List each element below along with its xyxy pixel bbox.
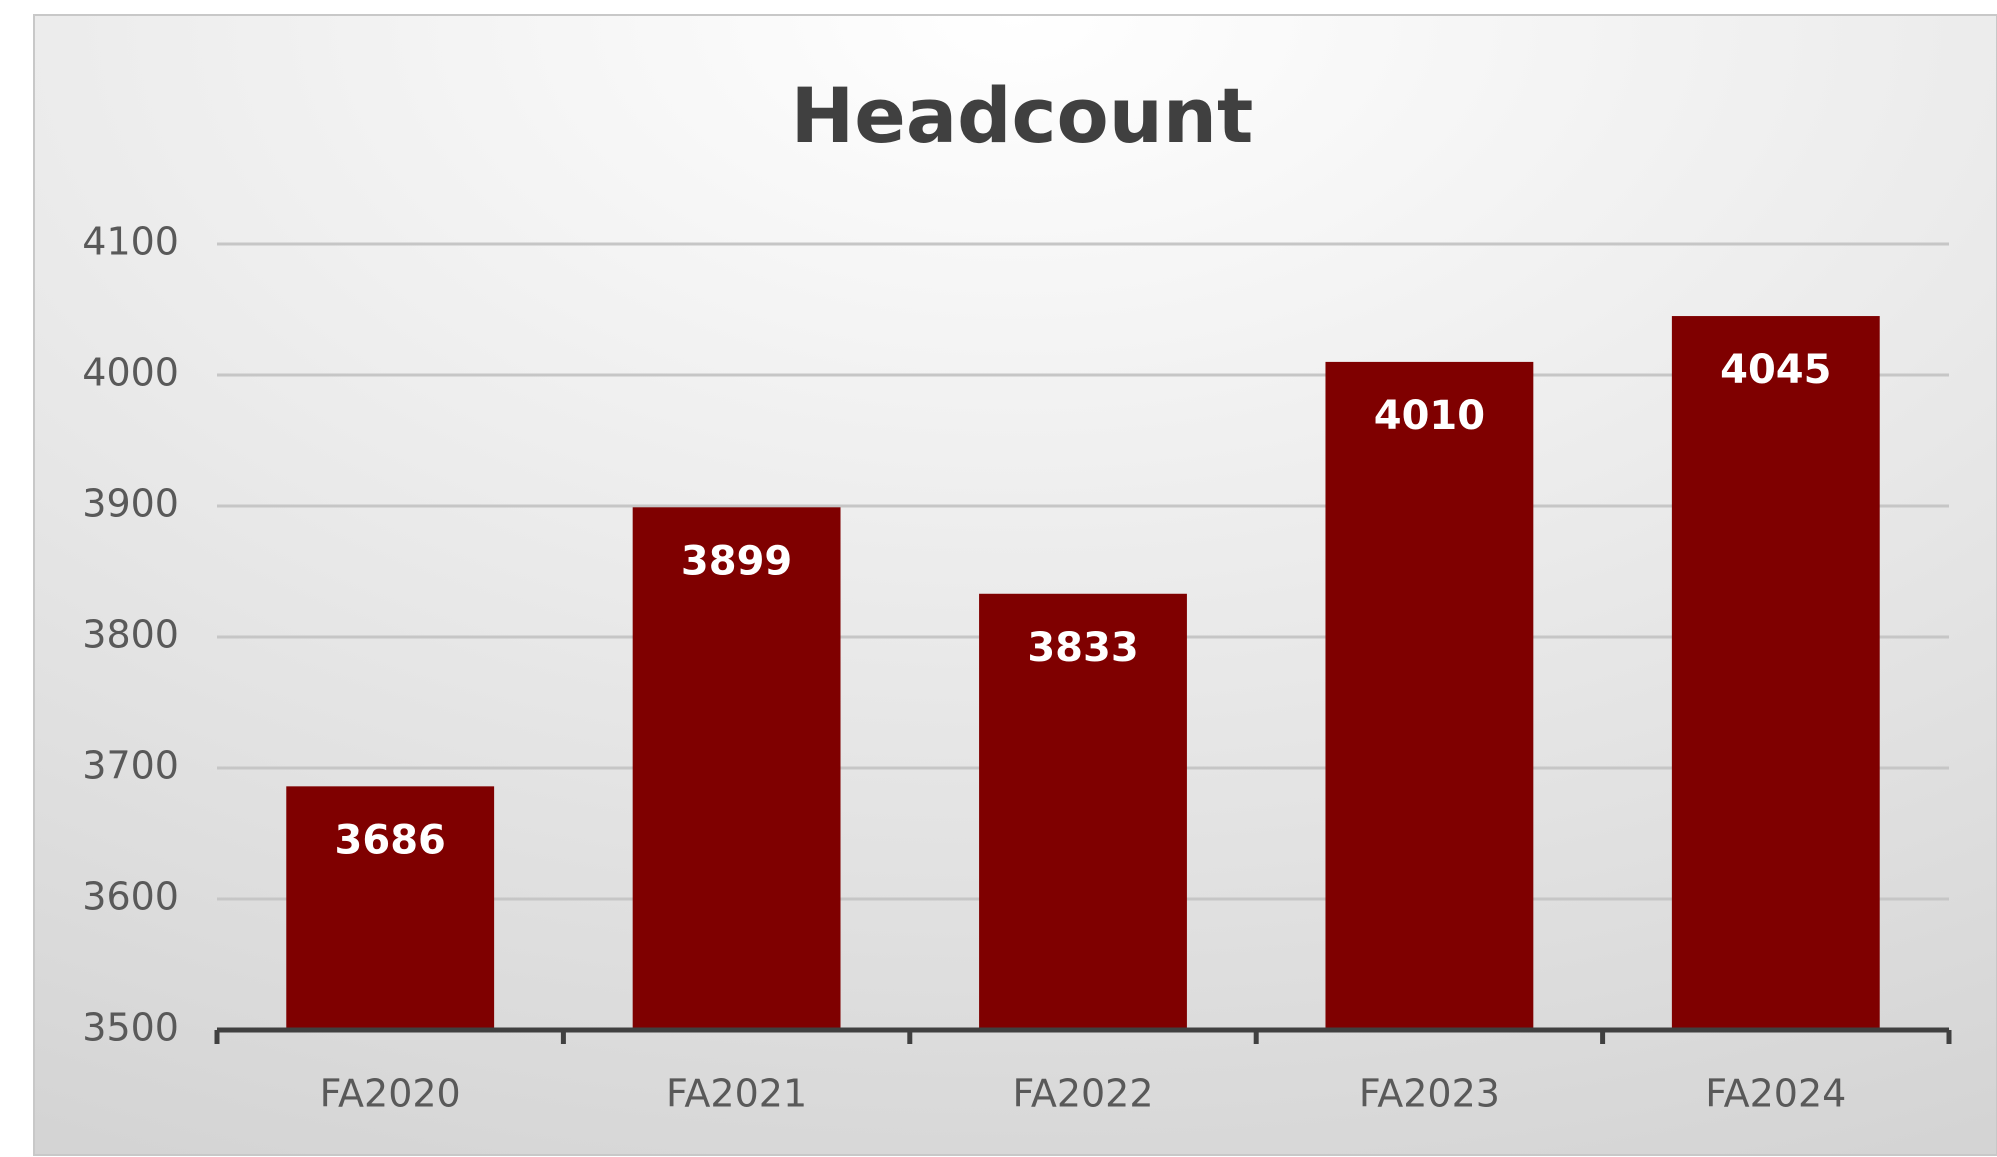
y-tick-label: 4100 xyxy=(82,220,179,264)
data-label: 4010 xyxy=(1374,393,1485,439)
x-tick-label: FA2023 xyxy=(1359,1072,1500,1116)
bar xyxy=(1671,316,1880,1030)
bar xyxy=(286,786,495,1030)
bar xyxy=(979,593,1187,1030)
y-tick-label: 3600 xyxy=(82,875,179,919)
data-label: 3833 xyxy=(1027,625,1138,671)
x-tick-label: FA2021 xyxy=(666,1072,807,1116)
y-tick-label: 3500 xyxy=(82,1006,179,1050)
data-label: 3899 xyxy=(681,538,792,584)
y-tick-label: 3700 xyxy=(82,744,179,788)
y-tick-label: 3900 xyxy=(82,482,179,526)
bar xyxy=(632,507,841,1030)
chart-title: Headcount xyxy=(791,71,1254,160)
y-tick-label: 3800 xyxy=(82,613,179,657)
x-tick-label: FA2024 xyxy=(1705,1072,1846,1116)
x-tick-label: FA2020 xyxy=(320,1072,461,1116)
data-label: 3686 xyxy=(335,817,446,863)
y-tick-label: 4000 xyxy=(82,351,179,395)
data-label: 4045 xyxy=(1720,347,1831,393)
bar xyxy=(1325,361,1534,1030)
x-tick-label: FA2022 xyxy=(1012,1072,1153,1116)
